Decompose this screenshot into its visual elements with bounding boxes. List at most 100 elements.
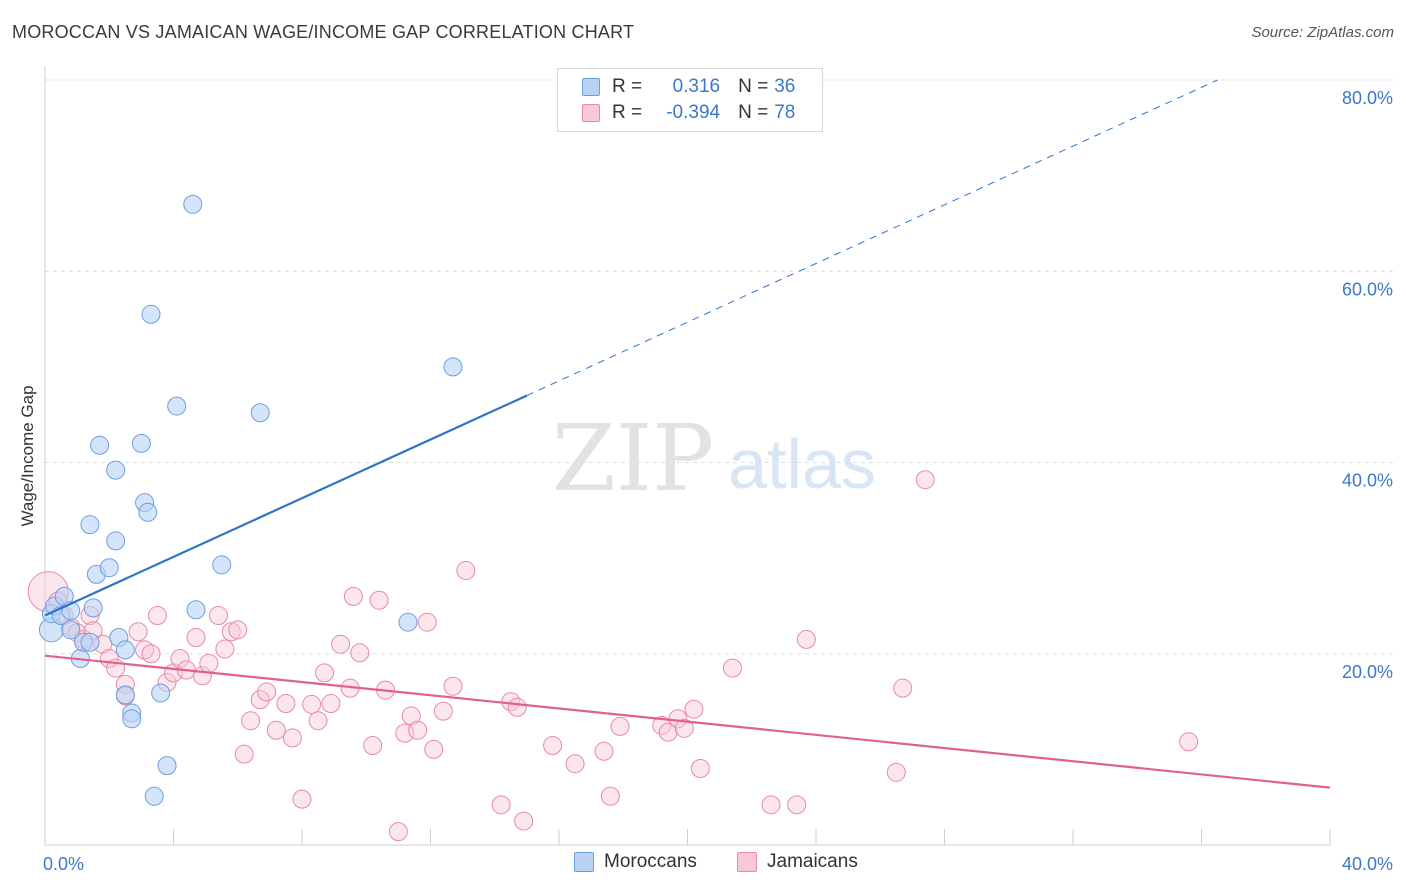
point-jamaicans [443,676,463,696]
point-jamaicans [292,789,312,809]
point-jamaicans [491,795,511,815]
legend-row-moroccans: R = 0.316 N = 36 [582,76,814,98]
legend-label-moroccans: Moroccans [604,851,697,872]
point-moroccans [157,756,177,776]
point-jamaicans [234,744,254,764]
legend-n-value: 78 [774,102,796,123]
y-tick-label: 60.0% [1342,279,1393,299]
point-jamaicans [796,629,816,649]
point-jamaicans [722,658,742,678]
point-jamaicans [266,720,286,740]
point-jamaicans [565,754,585,774]
axes [44,66,1331,846]
y-tick-label: 20.0% [1342,662,1393,682]
point-jamaicans [456,561,476,581]
legend-row-jamaicans: R = -0.394 N = 78 [582,102,814,124]
point-jamaicans [170,649,190,669]
point-jamaicans [674,718,694,738]
legend-swatch-moroccans [574,852,594,872]
point-moroccans [144,786,164,806]
legend-r-value: 0.316 [672,76,721,97]
point-jamaicans [424,739,444,759]
point-moroccans [250,403,270,423]
grid-lines [45,79,1395,655]
point-moroccans [83,598,103,618]
trend-lines [44,79,1331,789]
point-moroccans [80,515,100,535]
point-jamaicans [543,736,563,756]
point-jamaicans [594,741,614,761]
point-moroccans [80,632,100,652]
chart-title: MOROCCAN VS JAMAICAN WAGE/INCOME GAP COR… [12,22,635,42]
point-jamaicans [186,627,206,647]
trend-line-moroccans-extension [526,79,1218,397]
watermark: ZIP atlas [552,405,876,512]
point-jamaicans [308,711,328,731]
point-jamaicans [408,720,428,740]
point-jamaicans [433,701,453,721]
point-moroccans [122,709,142,729]
point-moroccans [398,612,418,632]
point-moroccans [167,396,187,416]
watermark-zip: ZIP [552,405,714,512]
point-moroccans [115,640,135,660]
point-jamaicans [600,786,620,806]
x-tick-label: 0.0% [43,854,84,874]
legend-n-label: N = [738,76,769,97]
point-moroccans [138,502,158,522]
point-jamaicans [761,795,781,815]
legend-r-value: -0.394 [666,102,721,123]
point-moroccans [141,304,161,324]
point-jamaicans [1179,732,1199,752]
point-jamaicans [257,682,277,702]
point-moroccans [106,531,126,551]
point-jamaicans [321,693,341,713]
y-tick-label: 40.0% [1342,471,1393,491]
tick-labels: 20.0% 40.0% 60.0% 80.0% 0.0% 40.0% [43,88,1393,874]
point-moroccans [212,555,232,575]
y-tick-label: 80.0% [1342,88,1393,108]
point-jamaicans [658,722,678,742]
point-moroccans [61,620,81,640]
point-jamaicans [684,699,704,719]
point-jamaicans [343,586,363,606]
legend-r-label: R = [612,102,643,123]
point-moroccans [151,683,171,703]
point-jamaicans [147,606,167,625]
point-jamaicans [282,728,302,748]
point-jamaicans [401,706,421,726]
point-jamaicans [514,811,534,831]
trend-line-moroccans [44,394,528,617]
point-jamaicans [215,639,235,659]
point-jamaicans [395,723,415,743]
legend-swatch-jamaicans [737,852,757,872]
point-moroccans [131,433,151,453]
point-jamaicans [417,612,437,632]
watermark-atlas: atlas [728,425,876,503]
point-jamaicans [787,795,807,815]
series-legend: Moroccans Jamaicans [0,851,1406,877]
jamaicans-points [27,470,1199,842]
point-jamaicans [388,822,408,842]
legend-r-label: R = [612,76,643,97]
point-jamaicans [141,644,161,664]
point-jamaicans [893,678,913,698]
correlation-legend: R = 0.316 N = 36 R = -0.394 N = 78 [557,68,823,132]
point-jamaicans [915,470,935,490]
legend-n-label: N = [738,102,769,123]
legend-label-jamaicans: Jamaicans [767,851,858,872]
trend-line-jamaicans [44,654,1331,789]
point-jamaicans [331,634,351,654]
legend-item-jamaicans[interactable]: Jamaicans [737,851,858,873]
point-jamaicans [241,711,261,731]
legend-n-value: 36 [774,76,796,97]
x-tick-label: 40.0% [1342,854,1393,874]
point-jamaicans [302,694,322,714]
point-jamaicans [199,653,219,673]
point-jamaicans [128,622,148,642]
legend-item-moroccans[interactable]: Moroccans [574,851,697,873]
source-label: Source: ZipAtlas.com [1251,24,1394,41]
point-jamaicans [350,643,370,663]
point-jamaicans [690,759,710,778]
